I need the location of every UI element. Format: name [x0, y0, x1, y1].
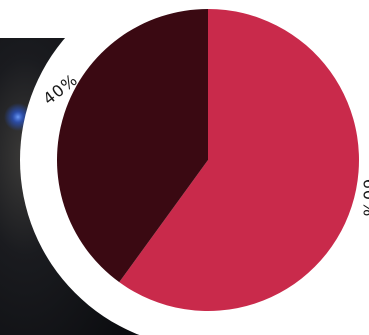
pie-slice-60 — [119, 9, 359, 311]
pie-slices — [56, 9, 359, 311]
pie-slice-40 — [56, 9, 209, 283]
slice-label-60: 60% — [360, 179, 369, 218]
